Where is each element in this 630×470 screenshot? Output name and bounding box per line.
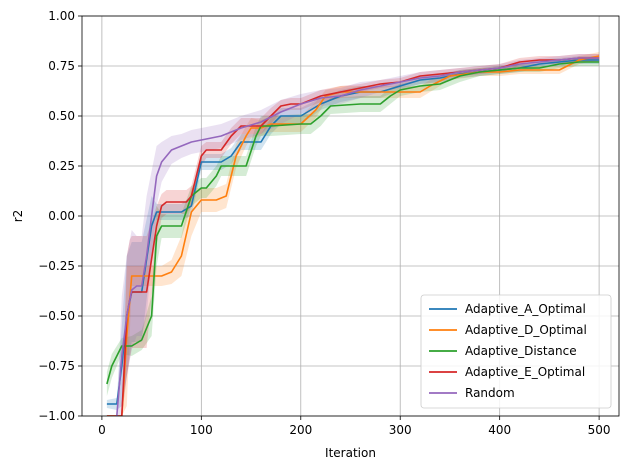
x-tick-label: 500 — [588, 423, 611, 437]
y-tick-label: 0.25 — [48, 159, 75, 173]
legend-label: Adaptive_Distance — [465, 344, 577, 358]
x-tick-label: 0 — [98, 423, 106, 437]
confidence-bands — [106, 52, 600, 416]
series-line — [116, 57, 600, 416]
x-axis-label: Iteration — [325, 446, 376, 460]
series-lines — [106, 55, 600, 416]
y-tick-label: 0.75 — [48, 59, 75, 73]
y-tick-label: 1.00 — [48, 9, 75, 23]
x-tick-label: 300 — [389, 423, 412, 437]
y-tick-label: 0.00 — [48, 209, 75, 223]
legend-label: Adaptive_E_Optimal — [465, 365, 585, 379]
y-tick-label: 0.50 — [48, 109, 75, 123]
x-tick-label: 200 — [289, 423, 312, 437]
y-tick-label: −0.25 — [38, 259, 75, 273]
x-tick-label: 400 — [488, 423, 511, 437]
y-tick-label: −0.50 — [38, 309, 75, 323]
x-tick-label: 100 — [190, 423, 213, 437]
legend-box — [420, 294, 612, 409]
y-tick-label: −1.00 — [38, 409, 75, 423]
series-line — [106, 61, 600, 385]
y-axis-label: r2 — [11, 210, 25, 223]
legend: Adaptive_A_Optimal Adaptive_D_Optimal Adap… — [420, 294, 612, 409]
confidence-band — [106, 54, 600, 416]
axis-ticks: 0 100 200 300 400 500 −1.00 −0.75 −0.50 −0.25 0.00… — [38, 9, 610, 437]
legend-label: Adaptive_D_Optimal — [465, 323, 587, 337]
y-tick-label: −0.75 — [38, 359, 75, 373]
legend-label: Random — [465, 386, 515, 400]
legend-label: Adaptive_A_Optimal — [465, 302, 586, 316]
